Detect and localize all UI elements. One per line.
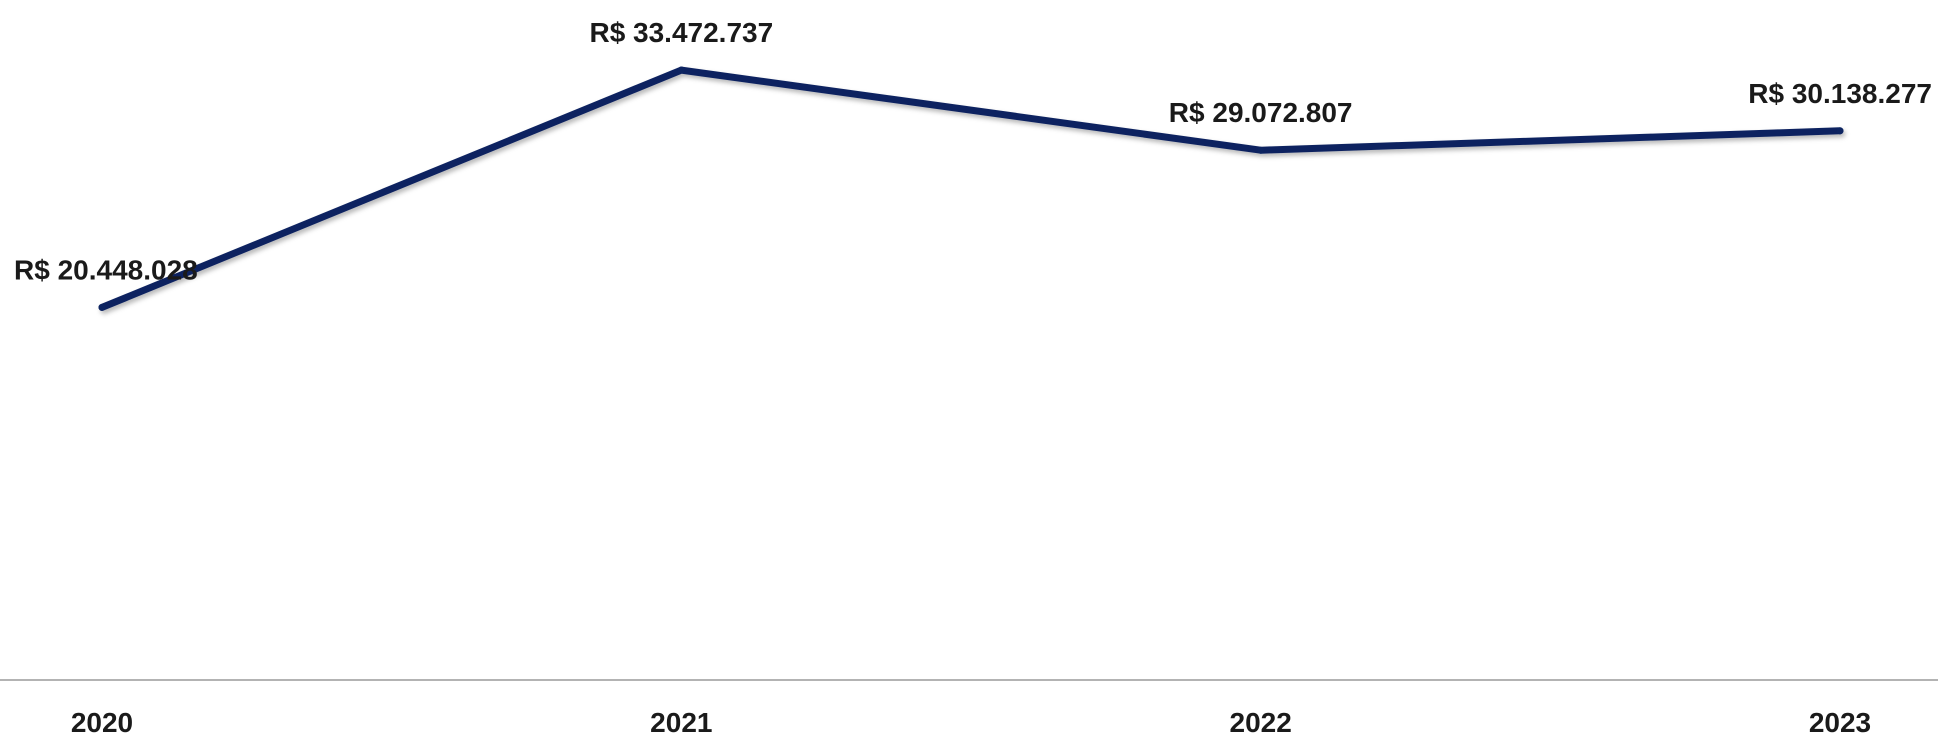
x-tick-label-2020: 2020 <box>71 707 133 734</box>
data-label-2022: R$ 29.072.807 <box>1169 97 1353 128</box>
data-point-2020 <box>98 303 106 311</box>
data-point-2023 <box>1836 127 1844 135</box>
data-label-2021: R$ 33.472.737 <box>589 17 773 48</box>
x-tick-label-2023: 2023 <box>1809 707 1871 734</box>
data-point-2021 <box>677 66 685 74</box>
x-tick-label-2021: 2021 <box>650 707 712 734</box>
series-line <box>98 66 1844 311</box>
data-point-2022 <box>1257 146 1265 154</box>
x-tick-label-2022: 2022 <box>1230 707 1292 734</box>
data-label-2023: R$ 30.138.277 <box>1748 78 1932 109</box>
data-label-2020: R$ 20.448.028 <box>14 254 198 285</box>
